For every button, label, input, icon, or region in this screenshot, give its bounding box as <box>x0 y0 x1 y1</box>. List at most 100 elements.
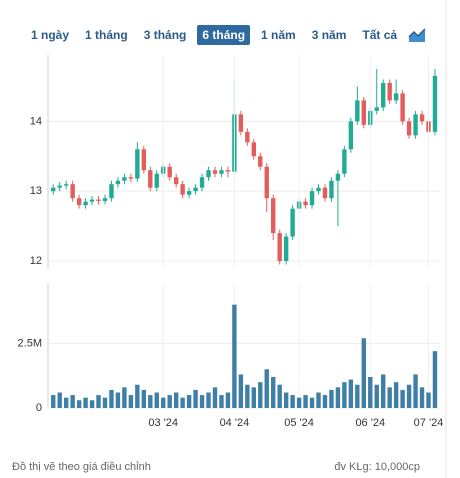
volume-bar <box>316 392 321 408</box>
candle-body <box>135 149 140 179</box>
candle-body <box>322 187 328 199</box>
volume-bar <box>426 392 431 408</box>
x-tick-label: 04 '24 <box>220 417 250 429</box>
volume-bar <box>186 395 192 408</box>
volume-bar <box>322 395 328 408</box>
candle-body <box>186 191 192 195</box>
candle-body <box>115 180 121 185</box>
y-tick-label: 14 <box>30 115 42 127</box>
range-button[interactable]: 3 năm <box>311 28 347 42</box>
candle-body <box>206 170 211 178</box>
candle-body <box>406 121 412 136</box>
y-tick-label: 13 <box>30 185 42 197</box>
candle-body <box>199 177 205 188</box>
volume-bar <box>180 397 185 408</box>
candle-body <box>387 82 392 101</box>
volume-bar <box>96 395 101 408</box>
range-button[interactable]: Tất cả <box>362 28 398 42</box>
volume-bar <box>154 392 159 408</box>
volume-bar <box>277 384 282 408</box>
volume-bar <box>309 397 315 408</box>
range-buttons: 1 ngày 1 tháng 3 tháng 6 tháng 1 năm 3 năm Tất… <box>26 25 426 45</box>
y-tick-label: 12 <box>30 255 42 267</box>
volume-bar <box>70 395 75 408</box>
range-button[interactable]: 6 tháng <box>197 25 251 45</box>
volume-bar <box>348 379 354 408</box>
candle-body <box>51 187 56 192</box>
volume-bar <box>89 400 95 408</box>
x-tick-label: 03 '24 <box>148 417 178 429</box>
candle-body <box>193 187 198 192</box>
volume-bar <box>238 374 244 408</box>
volume-bar <box>167 395 172 408</box>
candle-body <box>128 177 134 179</box>
volume-bar <box>355 384 360 408</box>
candle-body <box>63 184 69 186</box>
volume-bar <box>63 397 69 408</box>
candle-body <box>309 191 315 206</box>
candle-body <box>342 149 347 174</box>
candle-body <box>329 180 334 199</box>
candle-body <box>290 208 295 237</box>
x-tick-label: 06 '24 <box>355 417 385 429</box>
volume-bar <box>361 338 366 408</box>
volume-bar <box>329 389 334 408</box>
y-tick-label: 2.5M <box>18 337 42 349</box>
range-button[interactable]: 1 năm <box>261 28 296 42</box>
candle-body <box>413 114 418 136</box>
volume-bar <box>368 377 373 408</box>
candle-body <box>303 201 308 206</box>
volume-bar <box>432 351 438 408</box>
candle-body <box>316 187 321 192</box>
chart-type-icon[interactable] <box>408 27 426 43</box>
volume-bar <box>148 395 153 408</box>
candle-body <box>212 170 218 174</box>
candle-body <box>264 166 269 199</box>
candle-body <box>251 142 257 157</box>
range-button[interactable]: 1 tháng <box>85 28 128 42</box>
footer-unit: đv KLg: 10,000cp <box>334 461 420 473</box>
candle-body <box>348 121 354 150</box>
volume-bar <box>109 389 114 408</box>
volume-bar <box>135 384 140 408</box>
candle-body <box>219 170 224 174</box>
candle-body <box>238 114 244 132</box>
range-button[interactable]: 3 tháng <box>143 28 187 42</box>
range-button[interactable]: 1 ngày <box>31 28 70 42</box>
y-tick-label: 0 <box>36 402 42 414</box>
candle-body <box>381 82 386 108</box>
candle-body <box>76 198 82 206</box>
volume-bar <box>400 389 405 408</box>
candle-body <box>102 198 108 201</box>
volume-bar <box>128 395 134 408</box>
candle-body <box>283 236 289 262</box>
volume-bar <box>335 387 341 408</box>
volume-bar <box>76 400 82 408</box>
candle-body <box>154 173 159 188</box>
candle-body <box>277 233 282 262</box>
volume-bar <box>296 397 302 408</box>
candle-body <box>83 201 88 206</box>
volume-bar <box>406 384 412 408</box>
volume-bar <box>115 392 121 408</box>
volume-bar <box>225 392 231 408</box>
volume-bar <box>212 387 218 408</box>
candle-body <box>122 177 127 181</box>
volume-bar <box>122 387 127 408</box>
candle-body <box>109 184 114 199</box>
volume-bar <box>245 384 250 408</box>
candle-body <box>89 199 95 202</box>
volume-bar <box>283 392 289 408</box>
candle-body <box>167 166 172 178</box>
candle-body <box>245 131 250 143</box>
volume-bar <box>251 387 257 408</box>
volume-bar <box>413 374 418 408</box>
volume-bar <box>232 304 237 408</box>
volume-bar <box>206 392 211 408</box>
x-tick-label: 05 '24 <box>284 417 314 429</box>
volume-bar <box>419 387 425 408</box>
volume-bar <box>219 395 224 408</box>
volume-bar <box>264 369 269 408</box>
